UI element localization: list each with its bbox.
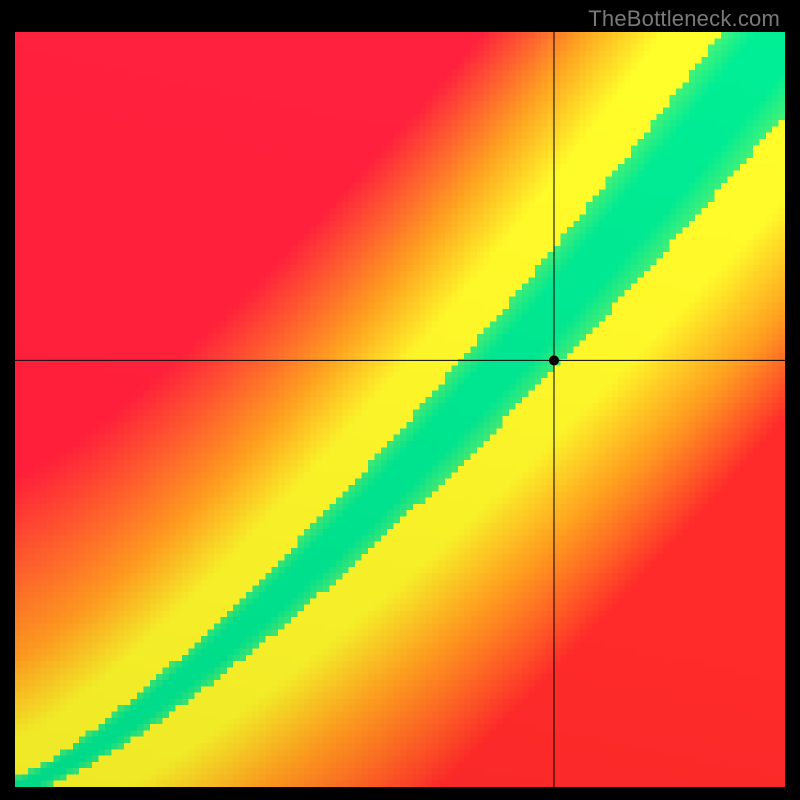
heatmap-canvas — [15, 32, 785, 787]
watermark-text: TheBottleneck.com — [588, 6, 780, 32]
heatmap-region — [15, 32, 785, 787]
chart-container: TheBottleneck.com — [0, 0, 800, 800]
